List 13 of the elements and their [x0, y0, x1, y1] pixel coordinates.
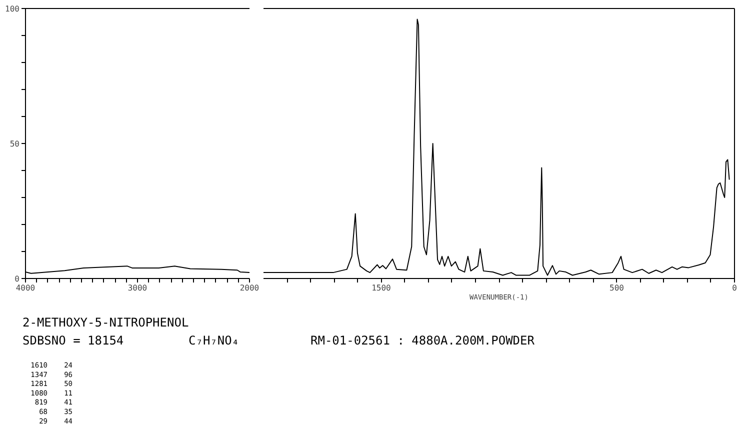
x-tick-label: 3000 — [128, 284, 148, 292]
y-tick-label: 100 — [5, 4, 20, 14]
x-tick-label: 0 — [732, 284, 738, 292]
text: RM-01-02561 : 4880A.200M.POWDER — [310, 334, 536, 348]
text: SDBSNO = 18154 — [22, 334, 124, 348]
x-tick-label: 1500 — [372, 284, 392, 292]
x-tick-label: 4000 — [16, 284, 36, 292]
text: C₇H₇NO₄ — [188, 334, 240, 348]
x-tick-label: 2000 — [240, 284, 260, 292]
text: 2-METHOXY-5-NITROPHENOL — [22, 316, 189, 330]
y-tick-label: 0 — [14, 274, 20, 284]
y-tick-label: 50 — [10, 140, 20, 148]
x-tick-label: 500 — [610, 284, 624, 292]
